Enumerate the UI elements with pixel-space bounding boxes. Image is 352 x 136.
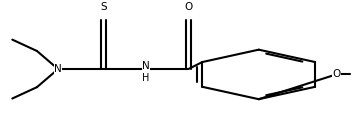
Text: H: H xyxy=(143,73,150,84)
Text: O: O xyxy=(184,2,193,12)
Text: N: N xyxy=(142,61,150,71)
Text: S: S xyxy=(101,2,107,12)
Text: O: O xyxy=(332,69,340,79)
Text: N: N xyxy=(54,64,62,74)
